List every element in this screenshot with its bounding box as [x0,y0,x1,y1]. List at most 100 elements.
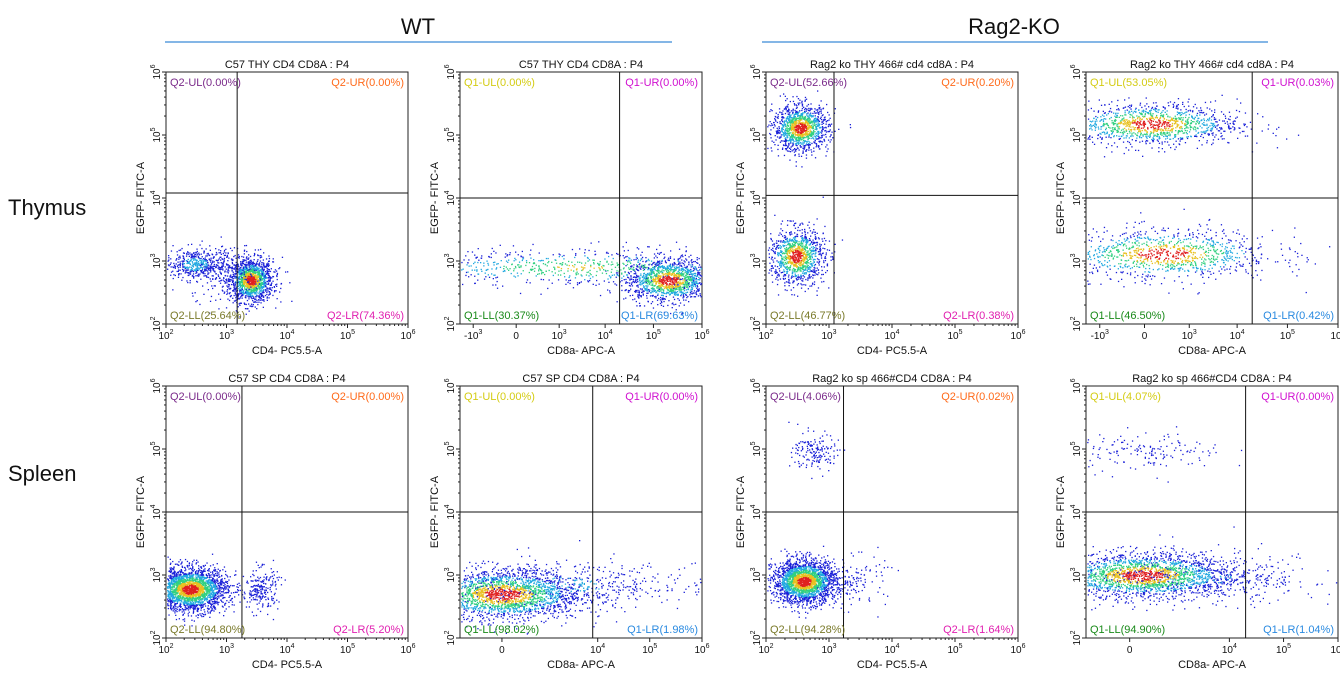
event-dot [671,278,673,280]
event-dot [540,293,542,295]
event-dot [260,280,262,282]
event-dot [677,283,679,286]
event-dot [234,283,236,285]
event-dot [675,303,677,305]
event-dot [814,115,816,117]
event-dot [521,250,523,253]
event-dot [242,268,245,270]
event-dot [212,278,214,280]
event-dot [678,288,681,290]
event-dot [544,263,547,266]
event-dot [652,266,654,269]
event-dot [691,275,693,277]
event-dot [794,120,796,122]
event-dot [249,305,251,307]
event-dot [804,140,806,142]
event-dot [251,267,254,269]
event-dot [518,266,521,269]
event-dot [695,272,697,275]
event-dot [220,279,223,281]
event-dot [812,133,814,135]
event-dot [250,263,252,266]
event-dot [528,262,531,264]
event-dot [263,283,265,286]
event-dot [203,271,205,273]
event-dot [795,150,797,152]
event-dot [572,265,574,267]
event-dot [183,257,185,259]
event-dot [542,279,545,281]
event-dot [645,275,648,277]
event-dot [668,270,670,272]
event-dot [642,293,644,295]
event-dot [802,115,804,118]
event-dot [699,269,701,271]
event-dot [248,295,250,297]
event-dot [687,275,689,277]
event-dot [264,280,266,282]
event-dot [542,259,544,262]
event-dot [517,254,519,256]
event-dot [185,266,187,269]
event-dot [787,111,790,113]
event-dot [688,279,690,281]
event-dot [270,283,272,285]
event-dot [611,261,613,263]
event-dot [654,266,656,268]
event-dot [820,135,823,137]
event-dot [584,279,586,281]
event-dot [218,268,220,270]
event-dot [280,301,282,303]
event-dot [616,262,618,264]
event-dot [217,275,220,277]
event-dot [685,294,687,296]
event-dot [571,261,573,263]
event-dot [255,287,257,289]
event-dot [196,263,198,265]
event-dot [252,287,255,289]
event-dot [263,274,266,277]
event-dot [256,276,258,278]
event-dot [684,254,686,256]
event-dot [800,143,802,145]
event-dot [641,251,643,253]
event-dot [252,303,254,306]
event-dot [660,275,662,277]
event-dot [786,135,788,138]
event-dot [635,289,637,292]
event-dot [661,281,663,284]
event-dot [821,141,824,143]
event-dot [239,297,241,299]
event-dot [250,274,252,276]
event-dot [689,290,692,292]
event-dot [256,277,258,279]
event-dot [676,267,678,269]
event-dot [538,265,540,267]
event-dot [691,273,694,275]
event-dot [692,283,694,285]
event-dot [808,117,810,119]
event-dot [522,258,524,260]
event-dot [782,126,785,128]
event-dot [242,259,244,261]
event-dot [635,258,637,261]
event-dot [191,268,193,270]
event-dot [685,279,687,281]
event-dot [610,271,612,273]
event-dot [194,263,196,265]
event-dot [178,256,180,258]
event-dot [252,283,254,285]
event-dot [233,264,235,266]
event-dot [669,281,672,283]
event-dot [670,285,673,287]
event-dot [675,285,677,287]
event-dot [647,272,649,275]
event-dot [179,261,181,263]
event-dot [653,280,656,283]
event-dot [651,268,654,271]
event-dot [635,256,638,258]
event-dot [260,277,262,279]
event-dot [786,124,789,127]
event-dot [698,264,701,266]
